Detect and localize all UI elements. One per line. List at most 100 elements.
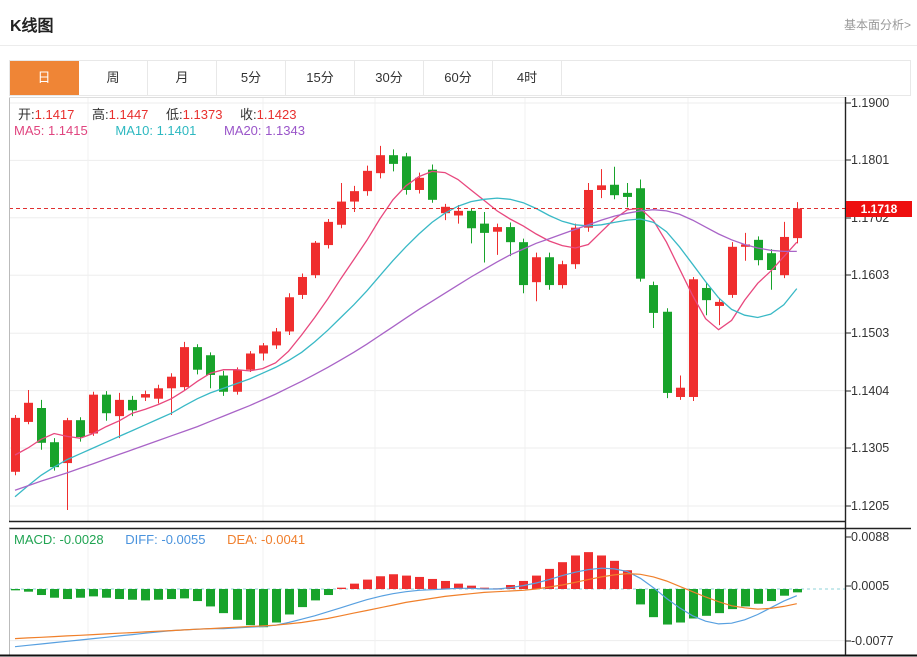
macd-bar (480, 587, 489, 589)
candle-up (715, 301, 724, 306)
close-pair: 收:1.1423 (240, 107, 297, 122)
tab-月[interactable]: 月 (148, 61, 217, 95)
macd-bar (428, 578, 437, 589)
macd-bar (206, 589, 215, 607)
candle-down (480, 223, 489, 233)
candle-up (728, 246, 737, 295)
low-pair: 低:1.1373 (166, 107, 223, 122)
macd-bar (728, 589, 737, 610)
tab-5分[interactable]: 5分 (217, 61, 286, 95)
fundamental-analysis-link[interactable]: 基本面分析> (843, 18, 911, 32)
tab-日[interactable]: 日 (10, 61, 79, 95)
macd-bar (233, 589, 242, 620)
macd-bar (597, 555, 606, 589)
price-axis-label: 1.1900 (851, 96, 890, 110)
tab-30分[interactable]: 30分 (355, 61, 424, 95)
candle-up (376, 155, 385, 174)
candle-up (741, 244, 750, 247)
high-pair: 高:1.1447 (92, 107, 149, 122)
price-axis-label: 1.1305 (851, 441, 890, 455)
candle-up (558, 264, 567, 286)
last-price-badge: 1.1718 (846, 201, 912, 217)
macd-axis-label: 0.0088 (851, 530, 890, 544)
candle-down (428, 169, 437, 200)
macd-bar (89, 589, 98, 597)
candle-down (767, 253, 776, 270)
macd-axis-label: -0.0077 (851, 634, 894, 648)
tab-周[interactable]: 周 (79, 61, 148, 95)
macd-bar (793, 589, 802, 593)
header: K线图 基本面分析> (0, 0, 917, 46)
candle-up (350, 191, 359, 202)
dea-value: DEA: -0.0041 (227, 532, 306, 547)
macd-bar (24, 589, 33, 592)
macd-bar (324, 589, 333, 596)
price-axis-label: 1.1205 (851, 499, 890, 513)
candle-down (128, 399, 137, 411)
macd-bar (337, 587, 346, 589)
ma20-line (14, 209, 797, 491)
macd-bar (285, 589, 294, 615)
candle-down (636, 188, 645, 279)
macd-bar (741, 589, 750, 607)
macd-bar (584, 552, 593, 589)
candle-up (415, 177, 424, 190)
candle-up (441, 206, 450, 214)
macd-bar (180, 589, 189, 599)
macd-bar (689, 589, 698, 619)
macd-bar (141, 589, 150, 601)
macd-bar (50, 589, 59, 598)
ma10-line (14, 197, 798, 498)
macd-bar (167, 589, 176, 600)
candle-down (663, 311, 672, 393)
tab-15分[interactable]: 15分 (286, 61, 355, 95)
ma10-legend: MA10: 1.1401 (115, 123, 197, 138)
candle-down (754, 239, 763, 261)
candle-up (141, 394, 150, 398)
tab-4时[interactable]: 4时 (493, 61, 562, 95)
macd-bar (415, 576, 424, 589)
price-axis-label: 1.1503 (851, 326, 890, 340)
candle-down (702, 287, 711, 301)
candle-up (63, 420, 72, 464)
macd-bar (506, 584, 515, 589)
candle-down (50, 442, 59, 468)
candle-down (506, 227, 515, 243)
macd-bar (128, 589, 137, 600)
price-axis-label: 1.1603 (851, 268, 890, 282)
macd-bar (376, 576, 385, 589)
candle-up (689, 279, 698, 397)
candle-up (115, 399, 124, 417)
macd-bar (623, 570, 632, 589)
candle-down (519, 242, 528, 286)
macd-bar (441, 580, 450, 589)
tab-60分[interactable]: 60分 (424, 61, 493, 95)
candle-down (102, 394, 111, 414)
macd-bar (37, 589, 46, 596)
candle-up (597, 185, 606, 190)
macd-bar (76, 589, 85, 598)
candle-up (246, 353, 255, 370)
page-title: K线图 (10, 18, 54, 35)
candle-up (167, 376, 176, 389)
macd-bar (350, 583, 359, 589)
macd-bar (246, 589, 255, 626)
macd-bar (676, 589, 685, 623)
candle-up (493, 227, 502, 232)
candle-up (324, 221, 333, 246)
macd-bar (193, 589, 202, 602)
macd-bar (532, 575, 541, 589)
candle-up (793, 208, 802, 239)
candle-down (467, 210, 476, 229)
dea-line (14, 572, 797, 640)
candle-down (219, 375, 228, 392)
macd-bar (219, 589, 228, 614)
macd-bar (259, 589, 268, 628)
macd-bar (715, 589, 724, 614)
macd-bar (780, 589, 789, 596)
price-axis-label: 1.1801 (851, 153, 890, 167)
macd-bar (102, 589, 111, 598)
candle-up (454, 210, 463, 216)
candle-down (206, 355, 215, 375)
